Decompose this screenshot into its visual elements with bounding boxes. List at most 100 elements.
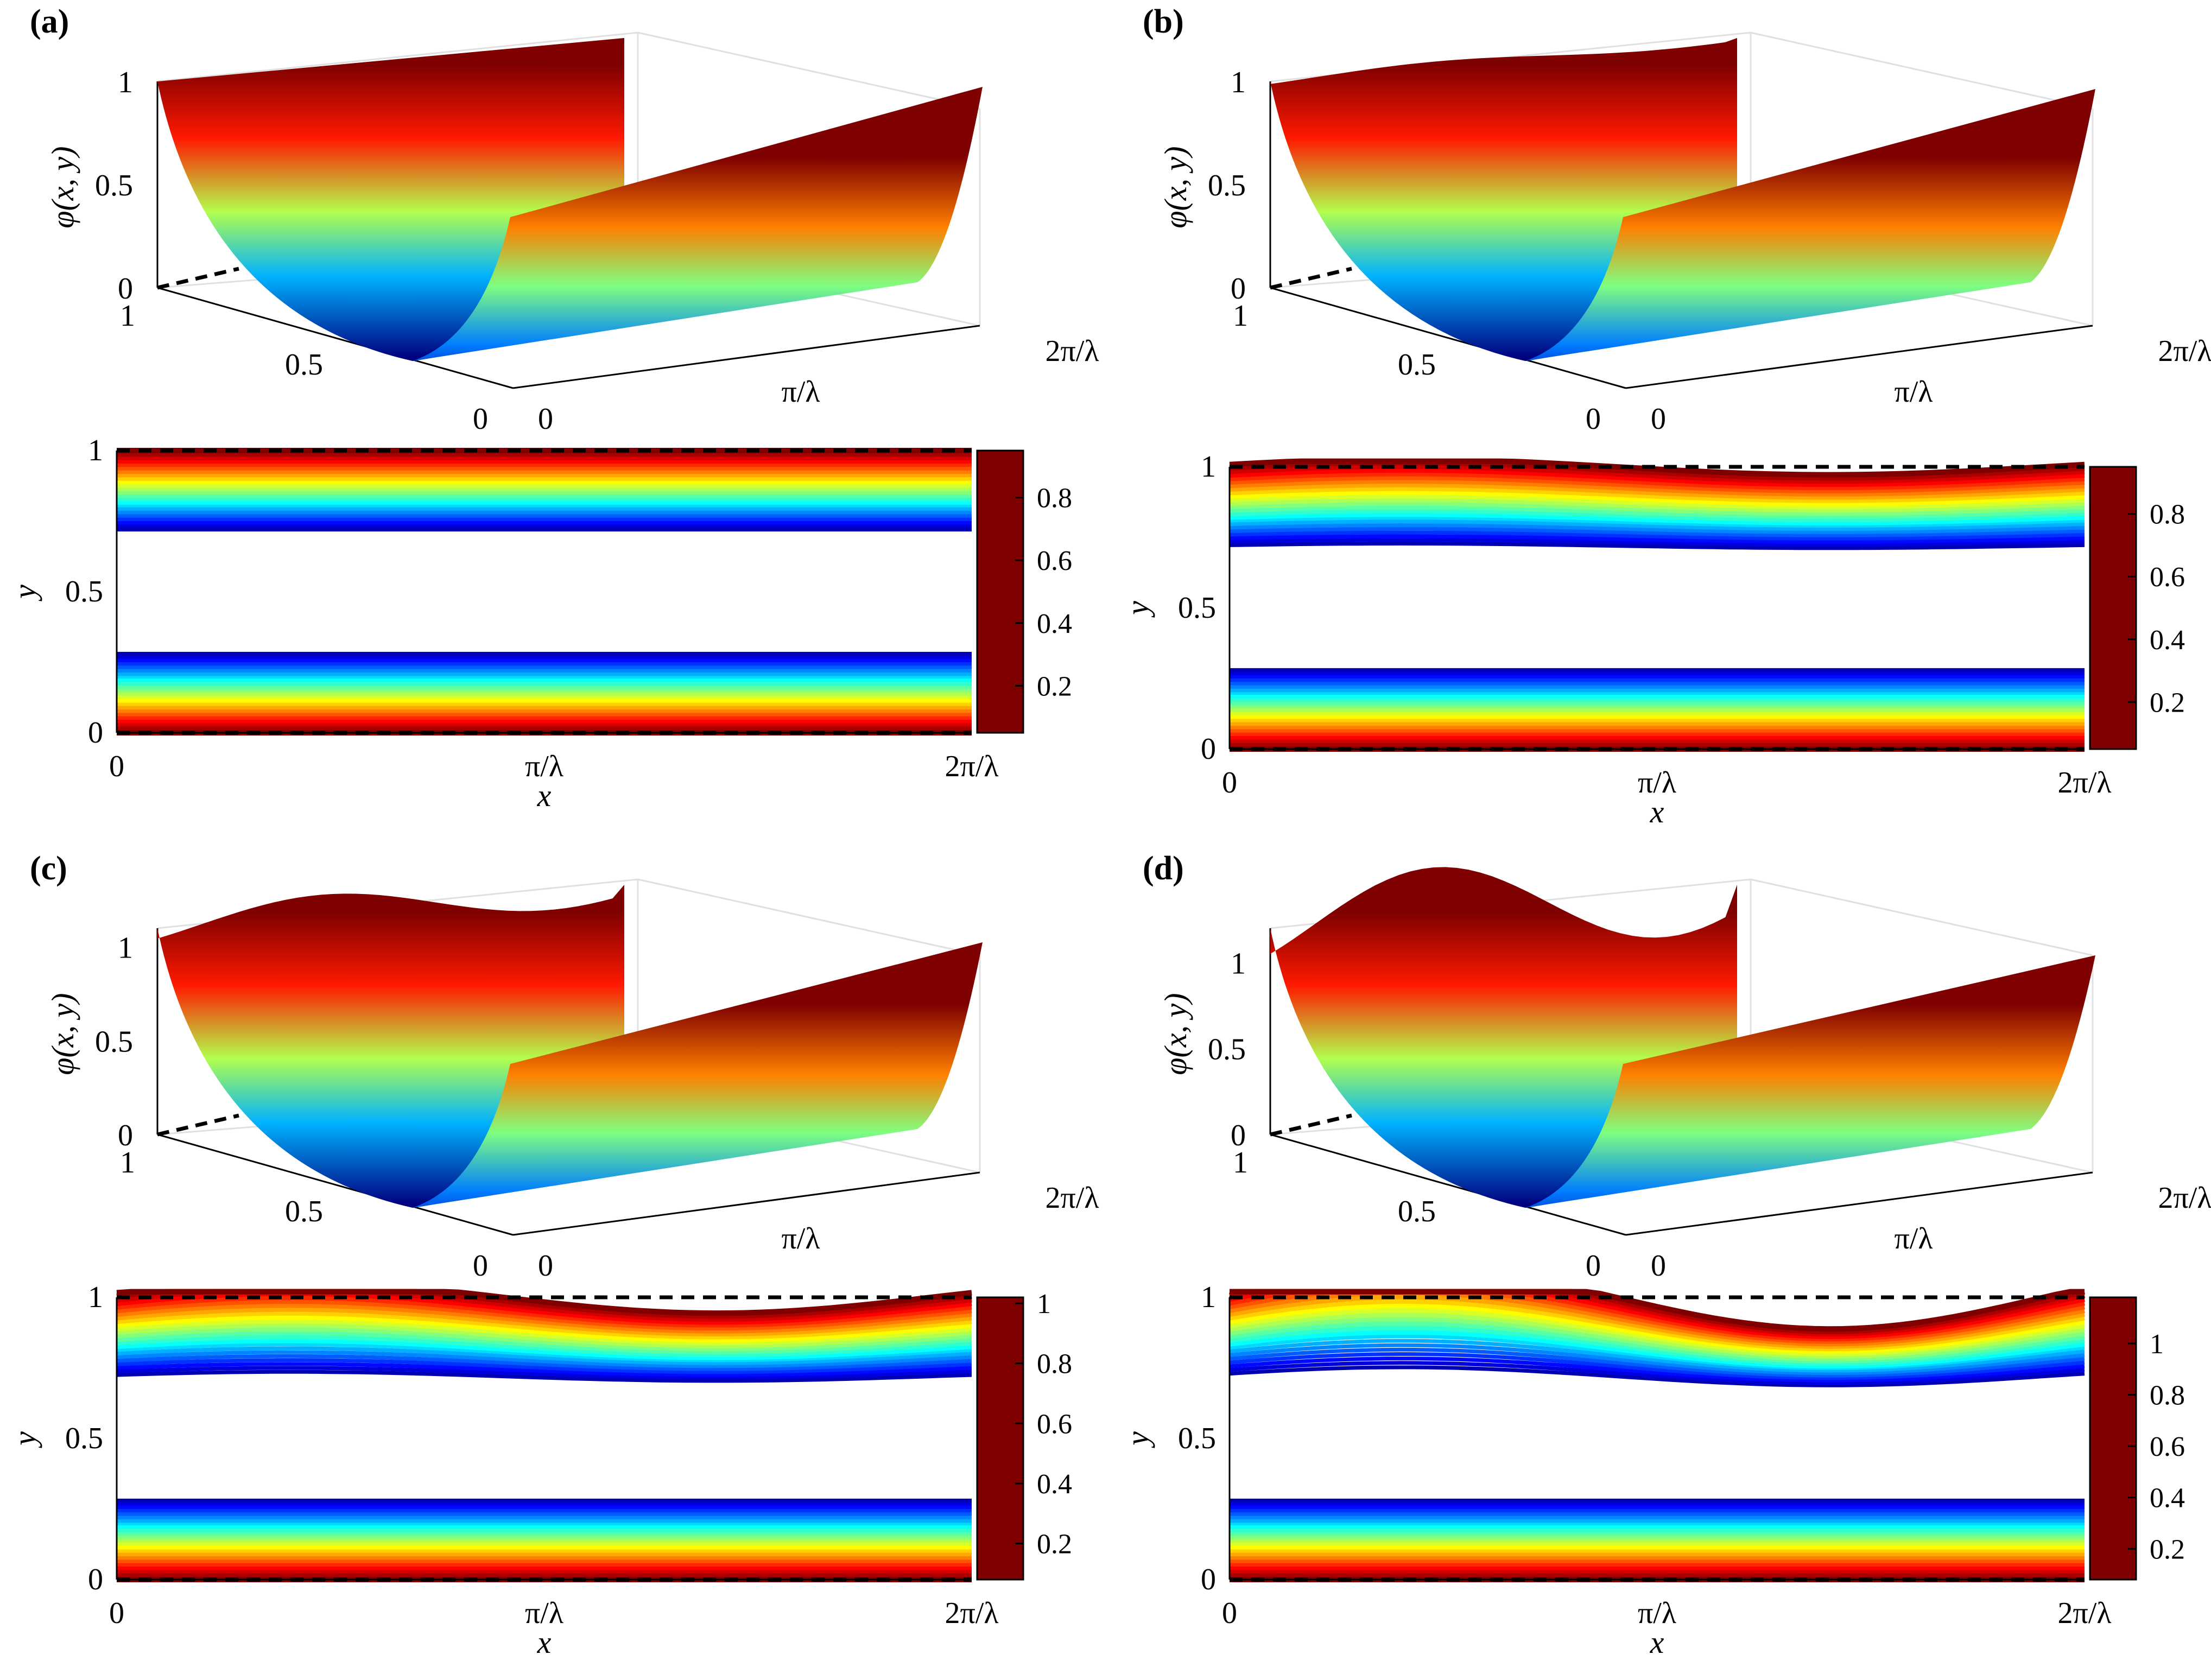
colorbar-tick-label: 1 <box>1037 1289 1051 1320</box>
z-tick-label: 1 <box>1231 947 1246 980</box>
contour-line-upper <box>1229 1334 2085 1371</box>
x-tick-label: π/λ <box>1638 1596 1676 1630</box>
contour-line-upper <box>1229 471 2085 491</box>
colorbar-tick-label: 0.2 <box>1037 671 1072 702</box>
y-tick-label: 0 <box>88 1563 103 1596</box>
y-axis-line <box>1270 287 1626 389</box>
x-tick-label: π/λ <box>1895 1222 1933 1256</box>
x-tick-label: π/λ <box>1638 766 1676 800</box>
grid-back-top <box>1750 31 2093 110</box>
contour-line-upper <box>116 1329 972 1354</box>
x-tick-label: 0 <box>109 750 124 783</box>
contour-line-upper <box>1229 1316 2085 1361</box>
y-tick-label: 0 <box>1586 402 1601 436</box>
contour-line-upper <box>116 1298 972 1331</box>
y-tick-label: 0 <box>1586 1249 1601 1283</box>
colorbar-tick-label: 0.4 <box>2150 1483 2185 1514</box>
x-tick-label: 2π/λ <box>1046 334 1099 368</box>
surface-panel-0: (a) 0 0.5 1 1 0.5 0 0 π/λ 2π/λ φ(x, y) <box>30 3 1099 436</box>
colorbar <box>976 449 1024 734</box>
contour-line-upper <box>1229 1320 2085 1364</box>
z-tick-label: 1 <box>1231 66 1246 99</box>
x-axis-line <box>512 325 980 389</box>
colorbar-tick-label: 0.6 <box>2150 562 2185 593</box>
contour-line-upper <box>1229 516 2085 528</box>
y-axis-label: y <box>7 1431 42 1448</box>
x-tick-label: 2π/λ <box>2158 1181 2211 1215</box>
contour-line-upper <box>1229 538 2085 547</box>
x-tick-label: 0 <box>538 1249 553 1283</box>
contour-line-upper <box>1229 511 2085 525</box>
contour-line-upper <box>1229 1343 2085 1375</box>
z-tick-label: 0.5 <box>95 1025 133 1058</box>
contour-line-upper <box>1229 1361 2085 1385</box>
y-tick-label: 0 <box>473 1249 488 1283</box>
colorbar-tick-label: 0.2 <box>2150 687 2185 718</box>
contour-line-upper <box>1229 523 2085 534</box>
y-axis-label: y <box>1120 1431 1155 1448</box>
colorbar-tick-label: 0.4 <box>1037 608 1072 639</box>
x-tick-label: π/λ <box>525 750 563 783</box>
x-tick-label: 0 <box>1222 1596 1237 1630</box>
y-tick-label: 0 <box>1201 1563 1216 1596</box>
dashed-base-line <box>157 267 239 290</box>
z-tick-label: 0 <box>118 1119 133 1152</box>
contour-line-upper <box>1229 534 2085 544</box>
contour-line-upper <box>1229 504 2085 519</box>
contour-line-upper <box>116 1322 972 1348</box>
panel-label: (d) <box>1143 850 1184 887</box>
y-axis-line <box>157 287 514 389</box>
contour-line-upper <box>1229 496 2085 513</box>
y-tick-label: 0 <box>1201 732 1216 766</box>
y-tick-label: 0.5 <box>1178 1422 1216 1455</box>
contour-line-upper <box>1229 541 2085 550</box>
x-tick-label: 0 <box>1651 1249 1666 1283</box>
contour-line-upper <box>1229 1329 2085 1369</box>
contour-line-upper <box>1229 485 2085 503</box>
colorbar <box>2089 466 2137 750</box>
surface-right-wall <box>1525 955 2095 1208</box>
x-tick-label: π/λ <box>1895 375 1933 409</box>
contour-line-upper <box>116 1326 972 1352</box>
x-tick-label: 2π/λ <box>945 750 999 783</box>
y-tick-label: 0.5 <box>1398 348 1436 382</box>
contour-line-upper <box>1229 1339 2085 1373</box>
surface-panel-6: (d) 0 0.5 1 1 0.5 0 0 π/λ 2π/λ φ(x, y) <box>1143 850 2211 1283</box>
x-tick-label: 2π/λ <box>2158 334 2211 368</box>
contour-line-upper <box>1229 530 2085 541</box>
colorbar-tick-label: 0.6 <box>2150 1431 2185 1462</box>
x-axis-label: x <box>1650 794 1664 829</box>
contour-line-upper <box>116 1302 972 1334</box>
contour-line-upper <box>116 1342 972 1362</box>
contour-line-upper <box>116 1314 972 1343</box>
contour-line-upper <box>1229 508 2085 522</box>
contour-panel-3: 0 0.5 1 0 π/λ 2π/λ x y 0.2 0.4 0.6 0.8 <box>1120 450 2185 829</box>
y-tick-label: 0 <box>88 716 103 750</box>
surface-panel-2: (b) 0 0.5 1 1 0.5 0 0 π/λ 2π/λ φ(x, y) <box>1143 3 2211 436</box>
x-axis-label: x <box>537 1625 552 1660</box>
y-tick-label: 0.5 <box>1398 1195 1436 1228</box>
contour-line-upper <box>1229 489 2085 506</box>
contour-line-upper <box>1229 467 2085 487</box>
contour-line-upper <box>1229 1307 2085 1356</box>
y-tick-label: 1 <box>88 434 103 467</box>
contour-line-upper <box>116 1366 972 1380</box>
x-axis-label: x <box>537 778 552 813</box>
contour-line-upper <box>1230 1289 2085 1332</box>
y-tick-label: 0.5 <box>65 1422 103 1455</box>
contour-line-upper <box>116 1362 972 1377</box>
z-axis-label: φ(x, y) <box>1158 146 1193 228</box>
grid-back-top <box>637 878 980 956</box>
grid-back-top <box>1750 878 2093 956</box>
x-axis-line <box>1625 1171 2093 1236</box>
contour-line-upper <box>116 1346 972 1365</box>
surface-right-wall <box>413 87 983 361</box>
contour-line-upper <box>116 1334 972 1358</box>
colorbar-tick-label: 0.4 <box>2150 625 2185 656</box>
contour-panel-7: 0 0.5 1 0 π/λ 2π/λ x y 0.2 0.4 0.6 0.8 1 <box>1120 1280 2185 1660</box>
contour-line-upper <box>116 1318 972 1346</box>
y-axis-label: y <box>7 585 42 601</box>
colorbar-tick-label: 1 <box>2150 1329 2164 1360</box>
contour-line-upper <box>1229 481 2085 500</box>
contour-line-upper <box>1229 1356 2085 1383</box>
